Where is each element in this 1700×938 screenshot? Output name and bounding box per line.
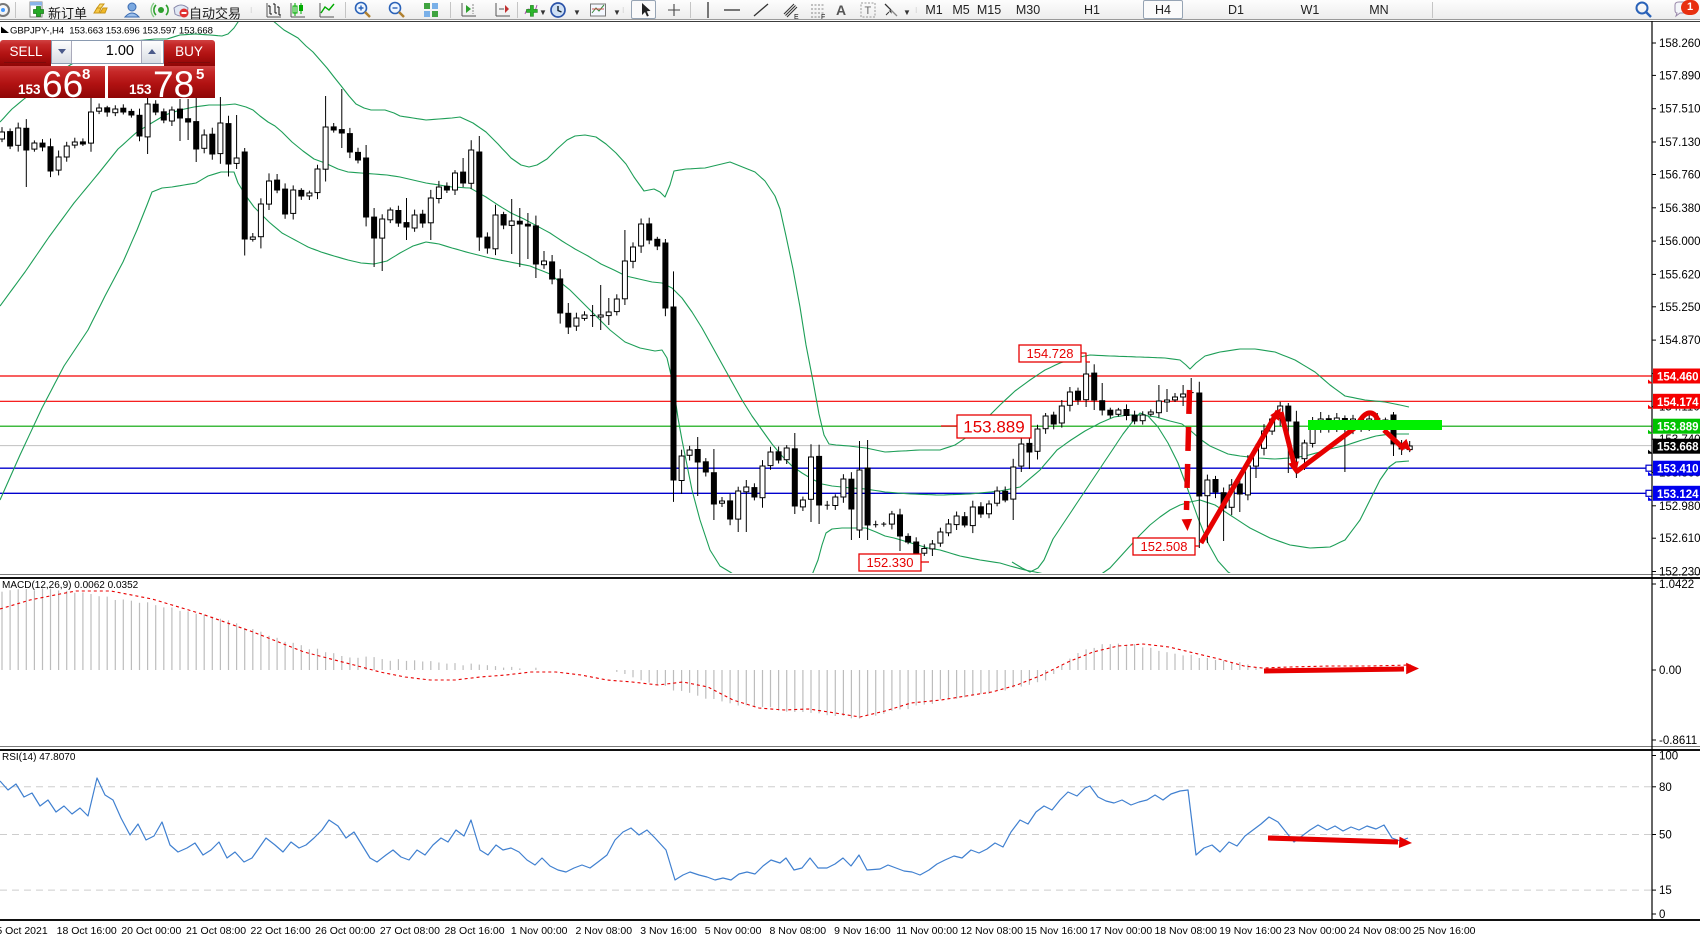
svg-text:80: 80 bbox=[1659, 782, 1672, 794]
svg-text:24 Nov 08:00: 24 Nov 08:00 bbox=[1348, 925, 1411, 937]
svg-text:17 Nov 00:00: 17 Nov 00:00 bbox=[1090, 925, 1153, 937]
svg-text:3 Nov 16:00: 3 Nov 16:00 bbox=[640, 925, 697, 937]
svg-text:156.000: 156.000 bbox=[1659, 236, 1700, 248]
svg-text:154.460: 154.460 bbox=[1657, 372, 1699, 384]
svg-text:157.130: 157.130 bbox=[1659, 137, 1700, 149]
svg-text:18 Nov 08:00: 18 Nov 08:00 bbox=[1154, 925, 1217, 937]
svg-text:153.410: 153.410 bbox=[1657, 464, 1699, 476]
svg-text:154.870: 154.870 bbox=[1659, 335, 1700, 347]
svg-text:50: 50 bbox=[1659, 830, 1672, 842]
svg-text:T: T bbox=[865, 5, 872, 17]
svg-text:100: 100 bbox=[1659, 751, 1678, 763]
svg-text:156.760: 156.760 bbox=[1659, 170, 1700, 182]
svg-text:154.174: 154.174 bbox=[1657, 397, 1699, 409]
svg-text:157.890: 157.890 bbox=[1659, 70, 1700, 82]
svg-text:20 Oct 00:00: 20 Oct 00:00 bbox=[121, 925, 181, 937]
svg-text:153.889: 153.889 bbox=[1657, 422, 1699, 434]
svg-text:2 Nov 08:00: 2 Nov 08:00 bbox=[575, 925, 632, 937]
svg-text:23 Nov 00:00: 23 Nov 00:00 bbox=[1284, 925, 1347, 937]
svg-text:RSI(14) 47.8070: RSI(14) 47.8070 bbox=[2, 752, 76, 763]
svg-text:22 Oct 16:00: 22 Oct 16:00 bbox=[251, 925, 311, 937]
svg-text:E: E bbox=[794, 14, 799, 20]
svg-text:F: F bbox=[821, 14, 825, 20]
svg-text:152.330: 152.330 bbox=[867, 555, 914, 570]
svg-text:5 Nov 00:00: 5 Nov 00:00 bbox=[705, 925, 762, 937]
svg-text:153.668: 153.668 bbox=[1657, 442, 1699, 454]
svg-text:158.260: 158.260 bbox=[1659, 38, 1700, 50]
svg-text:152.980: 152.980 bbox=[1659, 501, 1700, 513]
svg-text:152.508: 152.508 bbox=[1141, 539, 1188, 554]
svg-text:12 Nov 08:00: 12 Nov 08:00 bbox=[960, 925, 1023, 937]
svg-text:0: 0 bbox=[1659, 909, 1665, 921]
svg-text:152.230: 152.230 bbox=[1659, 567, 1700, 579]
svg-text:15: 15 bbox=[1659, 885, 1672, 897]
svg-text:MACD(12,26,9) 0.0062 0.0352: MACD(12,26,9) 0.0062 0.0352 bbox=[2, 580, 139, 591]
svg-text:5 Oct 2021: 5 Oct 2021 bbox=[0, 925, 48, 937]
svg-text:19 Nov 16:00: 19 Nov 16:00 bbox=[1219, 925, 1282, 937]
svg-text:18 Oct 16:00: 18 Oct 16:00 bbox=[57, 925, 117, 937]
svg-text:15 Nov 16:00: 15 Nov 16:00 bbox=[1025, 925, 1088, 937]
svg-text:0.00: 0.00 bbox=[1659, 665, 1681, 677]
svg-text:153.124: 153.124 bbox=[1657, 489, 1699, 501]
svg-text:154.728: 154.728 bbox=[1027, 346, 1074, 361]
svg-text:1.0422: 1.0422 bbox=[1659, 579, 1694, 591]
svg-text:-0.8611: -0.8611 bbox=[1659, 735, 1697, 747]
svg-text:156.380: 156.380 bbox=[1659, 203, 1700, 215]
svg-text:157.510: 157.510 bbox=[1659, 104, 1700, 116]
svg-text:11 Nov 00:00: 11 Nov 00:00 bbox=[896, 925, 958, 937]
svg-text:26 Oct 00:00: 26 Oct 00:00 bbox=[315, 925, 375, 937]
svg-text:9 Nov 16:00: 9 Nov 16:00 bbox=[834, 925, 891, 937]
svg-text:27 Oct 08:00: 27 Oct 08:00 bbox=[380, 925, 440, 937]
svg-text:8 Nov 08:00: 8 Nov 08:00 bbox=[769, 925, 826, 937]
svg-text:1 Nov 00:00: 1 Nov 00:00 bbox=[511, 925, 568, 937]
svg-text:28 Oct 16:00: 28 Oct 16:00 bbox=[444, 925, 504, 937]
svg-text:GBPJPY-,H4 153.663 153.696 15: GBPJPY-,H4 153.663 153.696 153.597 153.6… bbox=[10, 26, 213, 37]
svg-text:155.620: 155.620 bbox=[1659, 269, 1700, 281]
svg-text:25 Nov 16:00: 25 Nov 16:00 bbox=[1413, 925, 1476, 937]
svg-text:155.250: 155.250 bbox=[1659, 302, 1700, 314]
svg-text:152.610: 152.610 bbox=[1659, 533, 1700, 545]
svg-text:21 Oct 08:00: 21 Oct 08:00 bbox=[186, 925, 246, 937]
svg-text:153.889: 153.889 bbox=[963, 418, 1024, 437]
